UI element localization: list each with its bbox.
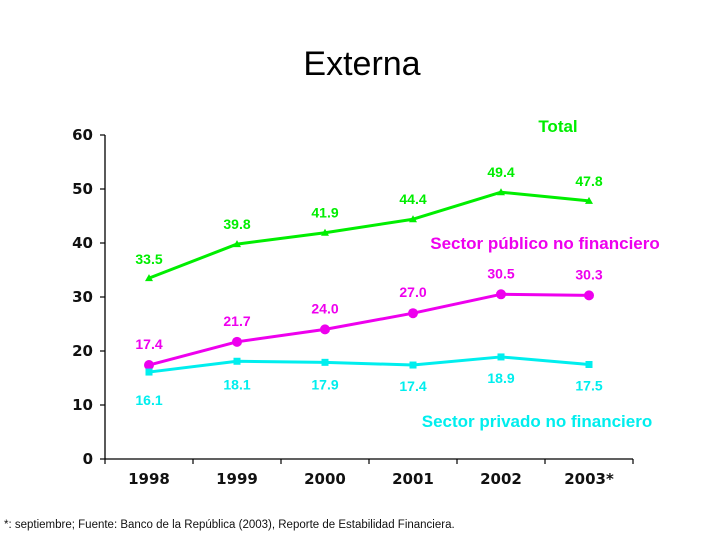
data-point <box>496 289 506 300</box>
data-label: 39.8 <box>223 216 250 232</box>
data-label: 49.4 <box>487 164 514 180</box>
x-tick-label: 2003* <box>564 470 614 488</box>
series-line <box>148 190 590 280</box>
data-point <box>233 240 241 248</box>
y-tick-label: 50 <box>72 180 93 198</box>
data-label: 17.4 <box>399 378 426 394</box>
series-line <box>148 355 590 374</box>
data-point <box>321 358 329 366</box>
y-tick-label: 0 <box>83 450 93 468</box>
x-tick-label: 1999 <box>216 470 258 488</box>
data-label: 30.5 <box>487 265 514 281</box>
series-2: 16.1 18.1 17.9 17.4 18.9 17.5 Sector privado n… <box>135 353 652 431</box>
data-point <box>585 196 593 204</box>
y-tick-label: 30 <box>72 288 93 306</box>
y-tick-label: 20 <box>72 342 93 360</box>
series-1: 17.4 21.7 24.0 27.0 30.5 30.3 Sector público n… <box>135 234 660 371</box>
data-point <box>497 353 505 361</box>
data-point <box>585 361 593 368</box>
data-point <box>233 357 241 365</box>
x-tick-label: 1998 <box>128 470 170 488</box>
series-name-label: Sector público no financiero <box>430 234 660 253</box>
data-point <box>145 368 153 376</box>
series-group: 33.5 39.8 41.9 44.4 49.4 47.8 Total 17.4 21.7 24.… <box>135 117 659 431</box>
data-point <box>320 324 330 335</box>
data-label: 17.4 <box>135 336 162 352</box>
data-label: 27.0 <box>399 284 426 300</box>
data-point <box>321 228 329 236</box>
data-point <box>144 360 154 371</box>
data-label: 47.8 <box>575 173 602 189</box>
y-tick-label: 60 <box>72 126 93 144</box>
data-label: 44.4 <box>399 191 426 207</box>
y-tick-label: 10 <box>72 396 93 414</box>
data-label: 30.3 <box>575 266 602 282</box>
series-0: 33.5 39.8 41.9 44.4 49.4 47.8 Total <box>135 117 603 282</box>
data-point <box>232 336 242 347</box>
data-label: 21.7 <box>223 313 250 329</box>
data-point <box>584 290 594 301</box>
data-label: 16.1 <box>135 392 162 408</box>
data-point <box>145 274 153 282</box>
series-name-label: Total <box>538 117 577 136</box>
x-tick-label: 2001 <box>392 470 434 488</box>
data-label: 18.9 <box>487 370 514 386</box>
data-label: 24.0 <box>311 300 338 316</box>
footnote: *: septiembre; Fuente: Banco de la Repúb… <box>4 519 455 531</box>
data-point <box>409 361 417 369</box>
data-label: 41.9 <box>311 205 338 221</box>
data-point <box>409 215 417 223</box>
data-label: 17.5 <box>575 378 602 394</box>
y-tick-label: 40 <box>72 234 93 252</box>
x-tick-label: 2002 <box>480 470 522 488</box>
data-point <box>497 188 505 196</box>
chart-title: Externa <box>303 45 420 83</box>
axes: 0 10 20 30 40 50 60 1998 1999 2000 2001 2002 2003* <box>72 126 634 488</box>
data-label: 17.9 <box>311 376 338 392</box>
x-tick-label: 2000 <box>304 470 346 488</box>
data-label: 18.1 <box>223 376 250 392</box>
series-line <box>148 292 590 367</box>
series-name-label: Sector privado no financiero <box>422 412 653 431</box>
data-point <box>408 308 418 319</box>
data-label: 33.5 <box>135 251 162 267</box>
